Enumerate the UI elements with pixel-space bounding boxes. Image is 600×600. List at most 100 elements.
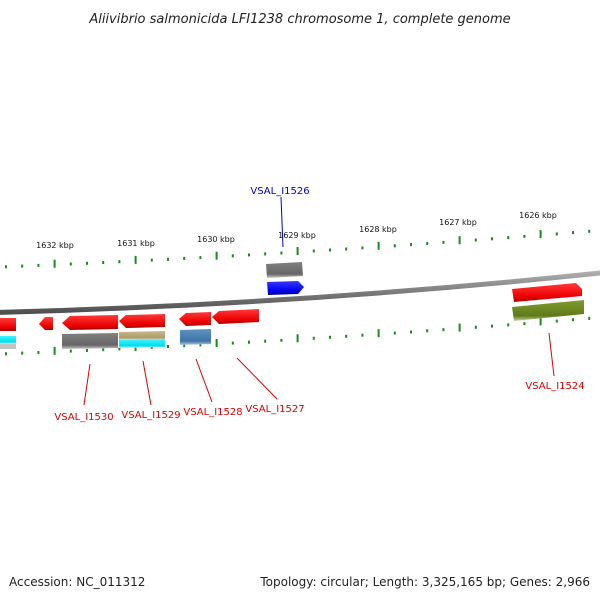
minor-tick <box>167 257 169 261</box>
minor-tick <box>102 261 105 264</box>
minor-tick <box>426 329 429 333</box>
gene-arrow-vsal-i1530[interactable] <box>62 315 118 330</box>
minor-tick <box>264 339 267 343</box>
gene-feature-cyan-edge[interactable] <box>0 336 16 344</box>
minor-tick <box>507 323 510 327</box>
minor-tick <box>410 330 412 334</box>
gene-label-vsal-i1527[interactable]: VSAL_I1527 <box>245 404 304 415</box>
minor-tick <box>248 340 250 344</box>
minor-tick <box>102 348 105 352</box>
minor-tick <box>5 352 7 356</box>
gene-label-vsal-i1528[interactable]: VSAL_I1528 <box>183 407 242 418</box>
minor-tick <box>86 348 88 352</box>
gene-arrow-red-small[interactable] <box>39 317 53 330</box>
major-tick <box>53 346 56 355</box>
map-title: Aliivibrio salmonicida LFI1238 chromosom… <box>88 12 510 27</box>
minor-tick <box>199 343 202 347</box>
minor-tick <box>588 229 591 233</box>
minor-tick <box>523 234 526 238</box>
major-tick <box>53 259 56 268</box>
gene-labels: VSAL_I1526 VSAL_I1530 VSAL_I1529 VSAL_I1… <box>54 186 584 423</box>
minor-tick <box>572 231 574 235</box>
gene-arrow-vsal-i1528[interactable] <box>179 312 211 326</box>
gene-arrow-vsal-i1529[interactable] <box>119 314 165 328</box>
major-tick <box>296 334 299 343</box>
gene-label-vsal-i1524[interactable]: VSAL_I1524 <box>525 381 584 392</box>
minor-tick <box>118 260 121 264</box>
major-tick <box>215 251 218 260</box>
minor-tick <box>426 242 429 245</box>
gene-feature-grey[interactable] <box>266 262 303 278</box>
minor-tick <box>150 345 153 349</box>
gene-arrow-vsal-i1524[interactable] <box>512 283 582 302</box>
minor-tick <box>69 262 72 266</box>
scale-label-1630: 1630 kbp <box>197 235 235 244</box>
minor-tick <box>21 264 24 268</box>
scale-label-1629: 1629 kbp <box>278 231 316 240</box>
major-tick <box>458 236 461 245</box>
leader-vsal-i1527 <box>236 357 278 400</box>
minor-tick <box>329 335 331 339</box>
minor-tick <box>231 254 234 258</box>
minor-tick <box>5 265 7 269</box>
minor-tick <box>21 351 24 355</box>
reverse-strand-genes[interactable] <box>0 283 584 349</box>
minor-tick <box>442 240 445 244</box>
minor-tick <box>118 347 121 351</box>
minor-tick <box>69 349 72 353</box>
scale-label-1632: 1632 kbp <box>36 241 74 250</box>
minor-tick <box>37 263 40 267</box>
gene-feature-vsal-i1524-olive[interactable] <box>512 300 584 321</box>
major-tick <box>377 241 380 250</box>
gene-label-vsal-i1530[interactable]: VSAL_I1530 <box>54 412 113 423</box>
minor-tick <box>312 336 315 340</box>
scale-label-1631: 1631 kbp <box>117 239 155 248</box>
gene-feature-vsal-i1529-tan[interactable] <box>119 331 165 340</box>
minor-tick <box>361 246 364 250</box>
scale-label-1628: 1628 kbp <box>359 225 397 234</box>
gene-arrow-red-edge[interactable] <box>0 318 16 331</box>
minor-tick <box>280 251 283 255</box>
major-tick <box>539 230 542 239</box>
gene-arrow-blue[interactable] <box>267 281 304 295</box>
major-tick <box>296 247 299 255</box>
minor-tick <box>572 318 574 322</box>
gene-label-vsal-i1526[interactable]: VSAL_I1526 <box>250 186 309 197</box>
minor-tick <box>345 247 348 251</box>
major-tick <box>377 329 380 338</box>
major-tick <box>539 317 542 326</box>
gene-feature-vsal-i1528-steelblue[interactable] <box>180 329 211 345</box>
gene-label-vsal-i1529[interactable]: VSAL_I1529 <box>121 410 180 421</box>
minor-tick <box>37 351 40 354</box>
major-tick <box>134 255 137 264</box>
scale-label-1627: 1627 kbp <box>439 218 477 227</box>
scale-labels: 1632 kbp 1631 kbp 1630 kbp 1629 kbp 1628… <box>36 211 557 250</box>
gene-feature-grey-edge[interactable] <box>0 344 16 349</box>
chromosome-backbone <box>0 270 600 315</box>
minor-tick <box>248 253 250 257</box>
leader-vsal-i1526 <box>280 196 284 248</box>
minor-tick <box>491 237 493 241</box>
label-leader-lines <box>83 196 555 406</box>
minor-tick <box>393 331 396 335</box>
minor-tick <box>555 232 558 236</box>
minor-tick <box>329 248 331 252</box>
minor-tick <box>280 338 283 342</box>
major-tick <box>215 339 218 347</box>
gene-feature-vsal-i1530-grey[interactable] <box>62 333 118 349</box>
minor-tick <box>588 316 591 320</box>
minor-tick <box>167 345 169 348</box>
genome-stats-text: Topology: circular; Length: 3,325,165 bp… <box>259 575 590 589</box>
minor-tick <box>312 249 315 253</box>
gene-vsal-i1526-features[interactable] <box>266 262 304 295</box>
minor-tick <box>474 238 477 242</box>
gene-feature-vsal-i1529-cyan[interactable] <box>119 339 165 348</box>
major-tick <box>458 323 461 332</box>
minor-tick <box>523 322 526 326</box>
gene-arrow-vsal-i1527[interactable] <box>212 309 259 324</box>
leader-vsal-i1530 <box>83 363 91 406</box>
leader-vsal-i1529 <box>142 360 152 406</box>
accession-text: Accession: NC_011312 <box>9 575 145 589</box>
minor-tick <box>410 243 412 247</box>
